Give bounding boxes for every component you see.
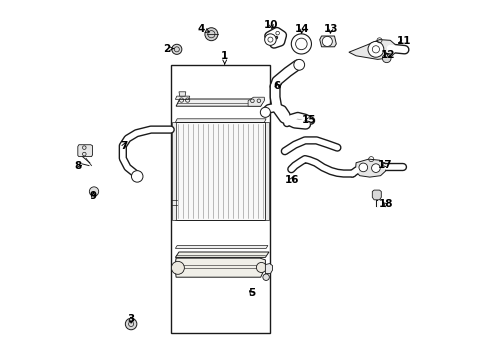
Text: 14: 14 — [294, 24, 309, 34]
Text: 4: 4 — [197, 24, 209, 34]
Text: 17: 17 — [378, 159, 392, 170]
Polygon shape — [348, 40, 395, 59]
Circle shape — [171, 261, 184, 274]
Circle shape — [382, 54, 390, 63]
Circle shape — [291, 34, 311, 54]
Text: 3: 3 — [127, 314, 135, 324]
Circle shape — [260, 107, 270, 117]
Circle shape — [131, 171, 142, 182]
Text: 13: 13 — [323, 24, 338, 34]
Text: 6: 6 — [273, 81, 280, 91]
Polygon shape — [172, 122, 176, 220]
Circle shape — [171, 44, 182, 54]
Polygon shape — [175, 246, 267, 248]
Text: 5: 5 — [247, 288, 255, 298]
Text: 11: 11 — [396, 36, 410, 46]
Text: 2: 2 — [163, 44, 173, 54]
Polygon shape — [175, 96, 189, 99]
Polygon shape — [319, 36, 336, 47]
Polygon shape — [179, 92, 185, 96]
Polygon shape — [175, 252, 268, 257]
Circle shape — [371, 164, 380, 172]
Circle shape — [89, 187, 99, 196]
Polygon shape — [247, 97, 264, 106]
Text: 1: 1 — [221, 51, 228, 64]
Circle shape — [367, 41, 383, 57]
Text: 18: 18 — [378, 199, 392, 210]
Text: 12: 12 — [381, 50, 395, 60]
Text: 10: 10 — [264, 20, 278, 30]
Text: 15: 15 — [302, 114, 316, 125]
Bar — [175, 122, 265, 220]
Circle shape — [293, 59, 304, 70]
Bar — [170, 65, 269, 333]
Text: 9: 9 — [90, 191, 97, 201]
Circle shape — [358, 163, 367, 172]
Circle shape — [204, 28, 218, 41]
Text: 8: 8 — [74, 161, 81, 171]
Circle shape — [125, 318, 137, 330]
Polygon shape — [265, 264, 272, 274]
Polygon shape — [371, 190, 381, 200]
Text: 16: 16 — [284, 175, 299, 185]
Polygon shape — [355, 159, 385, 177]
Polygon shape — [176, 99, 264, 106]
Circle shape — [322, 36, 332, 46]
Circle shape — [256, 262, 266, 273]
Text: 7: 7 — [120, 141, 127, 151]
Circle shape — [264, 34, 276, 45]
Circle shape — [263, 274, 269, 280]
Polygon shape — [175, 119, 265, 122]
Polygon shape — [78, 145, 92, 157]
Polygon shape — [175, 258, 265, 277]
Polygon shape — [264, 122, 268, 220]
